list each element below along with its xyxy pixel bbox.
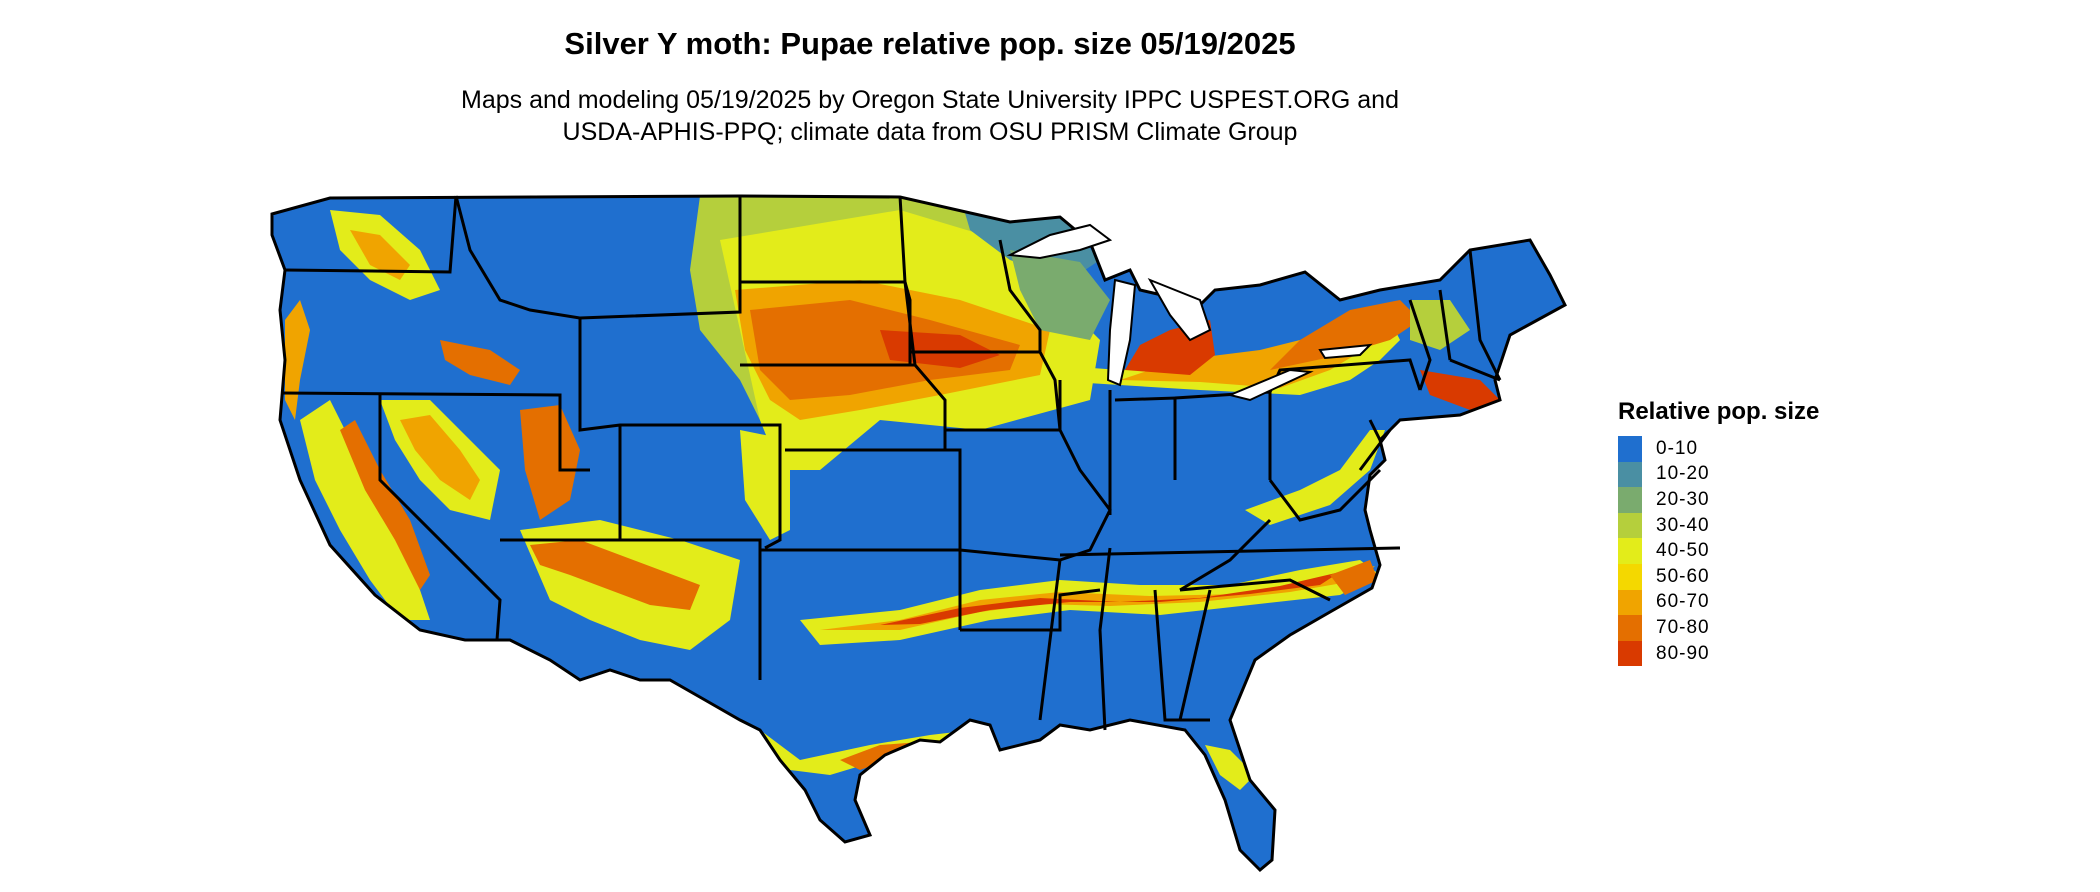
region-great-basin-orange	[400, 415, 480, 500]
legend-swatch-3	[1618, 512, 1642, 539]
legend-label-6: 60-70	[1656, 591, 1710, 613]
region-new-england-yellow	[1410, 300, 1470, 350]
legend-swatch-0	[1618, 436, 1642, 462]
legend-swatch-1	[1618, 461, 1642, 488]
legend-label-4: 40-50	[1656, 540, 1710, 562]
legend-item-4: 40-50	[1618, 538, 1819, 564]
legend-item-7: 70-80	[1618, 615, 1819, 641]
legend-swatch-7	[1618, 615, 1642, 641]
lake-ontario	[1318, 343, 1373, 360]
lake-huron	[1147, 278, 1212, 342]
legend-swatch-6	[1618, 589, 1642, 616]
region-nc-coast-orange	[1330, 560, 1378, 595]
legend-label-2: 20-30	[1656, 488, 1710, 510]
lake-michigan	[1106, 278, 1137, 387]
legend-item-1: 10-20	[1618, 461, 1819, 488]
legend-label-1: 10-20	[1656, 463, 1710, 485]
us-map	[270, 180, 1590, 892]
map-title: Silver Y moth: Pupae relative pop. size …	[564, 26, 1296, 61]
region-plains-darkorange	[750, 300, 1020, 400]
region-florida-yellow	[1205, 745, 1255, 790]
legend-title: Relative pop. size	[1618, 398, 1820, 425]
legend-label-0: 0-10	[1656, 437, 1699, 459]
lake-erie	[1226, 368, 1314, 402]
legend-item-2: 20-30	[1618, 487, 1819, 513]
great-lakes	[1006, 223, 1373, 402]
region-west-coast-orange	[285, 300, 310, 420]
region-colorado-front-yellow	[740, 430, 790, 540]
legend-swatch-5	[1618, 563, 1642, 590]
legend-label-7: 70-80	[1656, 616, 1710, 638]
legend-item-5: 50-60	[1618, 563, 1819, 590]
legend-item-8: 80-90	[1618, 640, 1819, 667]
region-four-corners-orange	[530, 540, 700, 610]
legend-swatch-8	[1618, 640, 1642, 667]
region-sierra-orange	[340, 420, 430, 590]
legend-item-3: 30-40	[1618, 512, 1819, 539]
legend-label-8: 80-90	[1656, 642, 1710, 664]
region-oregon-orange	[350, 230, 410, 280]
legend: Relative pop. size 0-10 10-20 20-30 30-4…	[1618, 398, 1820, 667]
legend-label-3: 30-40	[1656, 514, 1710, 536]
region-appalachian-yellow	[1245, 430, 1385, 525]
subtitle-line-1: Maps and modeling 05/19/2025 by Oregon S…	[461, 86, 1399, 114]
subtitle-line-2: USDA-APHIS-PPQ; climate data from OSU PR…	[562, 118, 1298, 146]
state-borders	[270, 194, 1567, 872]
legend-swatch-4	[1618, 538, 1642, 564]
region-southern-band-red	[880, 572, 1340, 625]
map-subtitle: Maps and modeling 05/19/2025 by Oregon S…	[0, 84, 1860, 148]
legend-label-5: 50-60	[1656, 565, 1710, 587]
legend-swatch-2	[1618, 487, 1642, 513]
region-utah-orange	[520, 405, 580, 520]
region-new-england-red	[1420, 370, 1500, 410]
lake-superior	[1006, 223, 1113, 260]
region-wisconsin-green	[1010, 250, 1110, 340]
region-new-york-orange	[1270, 300, 1420, 370]
region-idaho-orange	[440, 340, 520, 385]
region-california-yellow	[300, 400, 430, 620]
legend-item-6: 60-70	[1618, 589, 1819, 616]
legend-item-0: 0-10	[1618, 436, 1819, 462]
